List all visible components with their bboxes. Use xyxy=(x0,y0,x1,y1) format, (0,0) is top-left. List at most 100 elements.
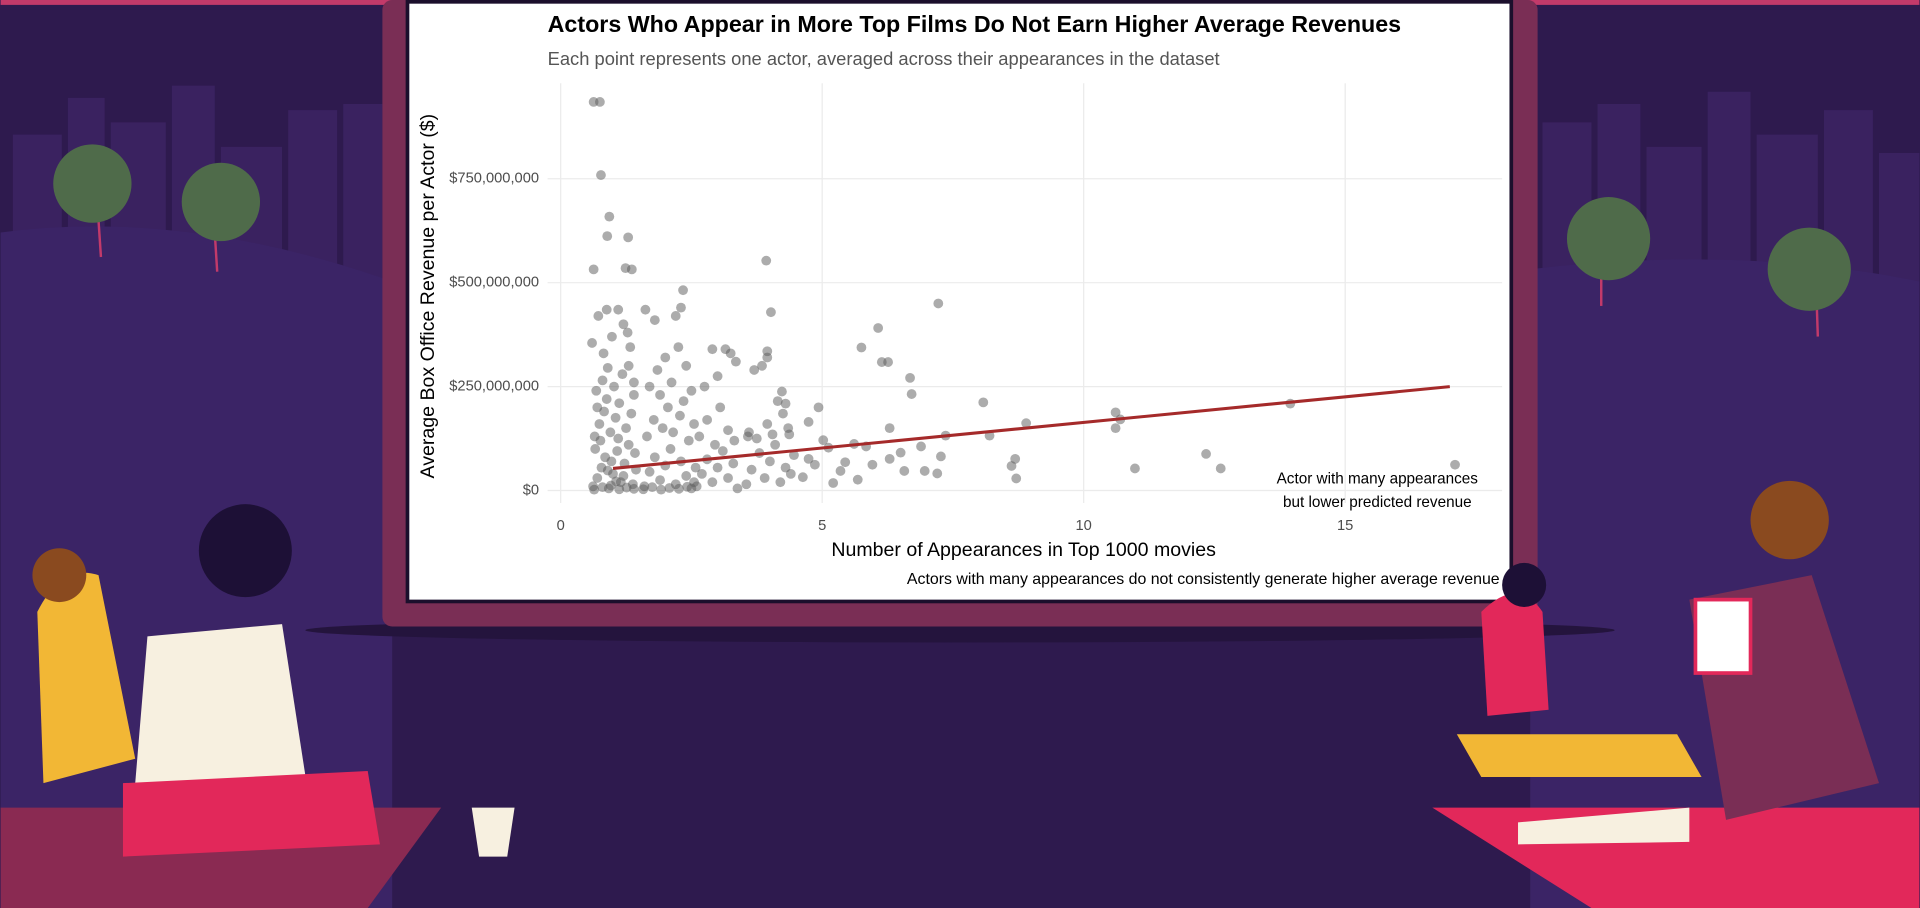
point xyxy=(731,357,741,367)
point xyxy=(649,415,659,425)
point xyxy=(612,446,622,456)
point xyxy=(623,232,633,242)
point xyxy=(885,454,895,464)
point xyxy=(1130,464,1140,474)
point xyxy=(650,315,660,325)
point xyxy=(743,432,753,442)
point xyxy=(598,375,608,385)
point xyxy=(773,396,783,406)
point xyxy=(596,170,606,180)
point xyxy=(613,305,623,315)
point xyxy=(665,483,675,493)
point xyxy=(624,440,634,450)
point xyxy=(907,389,917,399)
point xyxy=(775,477,785,487)
point xyxy=(713,463,723,473)
point xyxy=(883,357,893,367)
point xyxy=(679,396,689,406)
point xyxy=(694,432,704,442)
chart-title: Actors Who Appear in More Top Films Do N… xyxy=(548,11,1402,37)
point xyxy=(663,402,673,412)
point xyxy=(933,299,943,309)
point xyxy=(602,231,612,241)
point xyxy=(619,319,629,329)
point xyxy=(666,444,676,454)
point xyxy=(936,452,946,462)
point xyxy=(673,342,683,352)
point xyxy=(605,427,615,437)
x-tick-label: 5 xyxy=(818,518,826,534)
point xyxy=(603,363,613,373)
point xyxy=(602,305,612,315)
point xyxy=(596,436,606,446)
point xyxy=(757,361,767,371)
y-tick-label: $500,000,000 xyxy=(449,275,539,291)
point xyxy=(614,398,624,408)
point xyxy=(765,456,775,466)
point xyxy=(718,446,728,456)
point xyxy=(684,436,694,446)
point xyxy=(611,476,621,486)
point xyxy=(978,397,988,407)
point xyxy=(658,423,668,433)
point xyxy=(828,478,838,488)
point xyxy=(599,348,609,358)
point xyxy=(762,353,772,363)
annotation: but lower predicted revenue xyxy=(1283,494,1472,511)
point xyxy=(593,311,603,321)
point xyxy=(668,427,678,437)
point xyxy=(905,373,915,383)
point xyxy=(645,467,655,477)
point xyxy=(707,344,717,354)
point xyxy=(689,419,699,429)
point xyxy=(899,466,909,476)
point xyxy=(733,484,743,494)
y-tick-label: $0 xyxy=(523,482,539,498)
point xyxy=(676,303,686,313)
point xyxy=(741,479,751,489)
point xyxy=(770,440,780,450)
point xyxy=(602,394,612,404)
point xyxy=(885,423,895,433)
point xyxy=(655,390,665,400)
point xyxy=(638,484,648,494)
point xyxy=(766,307,776,317)
point xyxy=(604,212,614,222)
point xyxy=(642,432,652,442)
point xyxy=(655,475,665,485)
point xyxy=(671,311,681,321)
point xyxy=(629,484,639,494)
y-axis-label: Average Box Office Revenue per Actor ($) xyxy=(417,114,439,479)
point xyxy=(853,475,863,485)
point xyxy=(896,448,906,458)
point xyxy=(710,440,720,450)
point xyxy=(873,323,883,333)
point xyxy=(623,328,633,338)
x-tick-label: 10 xyxy=(1076,518,1092,534)
point xyxy=(778,409,788,419)
point xyxy=(1111,423,1121,433)
point xyxy=(595,97,605,107)
point xyxy=(645,382,655,392)
point xyxy=(721,344,731,354)
point xyxy=(713,371,723,381)
annotation: Actor with many appearances xyxy=(1277,471,1479,488)
point xyxy=(777,387,787,397)
point xyxy=(916,442,926,452)
point xyxy=(723,473,733,483)
point xyxy=(603,466,613,476)
point xyxy=(629,378,639,388)
point xyxy=(592,473,602,483)
y-tick-label: $250,000,000 xyxy=(449,378,539,394)
point xyxy=(592,402,602,412)
point xyxy=(728,459,738,469)
point xyxy=(814,402,824,412)
point xyxy=(590,444,600,454)
point xyxy=(660,353,670,363)
point xyxy=(626,409,636,419)
point xyxy=(607,332,617,342)
point xyxy=(656,485,666,495)
point xyxy=(641,305,651,315)
point xyxy=(702,415,712,425)
point xyxy=(678,285,688,295)
